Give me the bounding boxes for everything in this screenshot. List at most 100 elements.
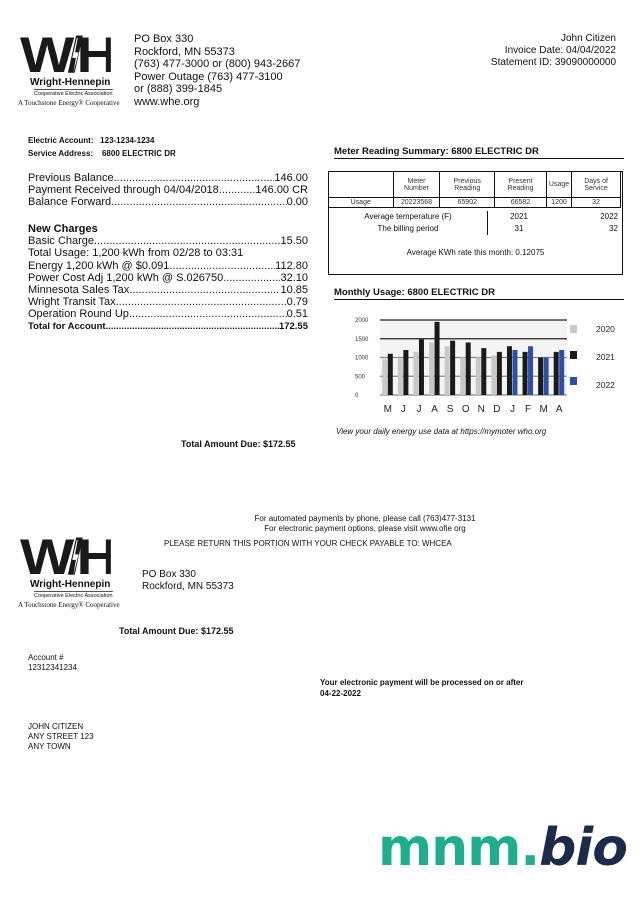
ledger-row: Energy 1,200 kWh @ $0.091112.80 [28,260,308,272]
lightning-bolt-icon [72,37,79,75]
remit-address: PO Box 330 Rockford, MN 55373 [142,569,234,592]
x-tick-label: O [462,404,470,415]
cell: 66582 [494,197,547,208]
y-tick-label: 500 [355,374,366,380]
new-charges: New Charges Basic Charge15.50 Total Usag… [28,223,308,333]
x-tick-label: N [478,404,485,415]
bar-2022 [528,346,534,395]
legend-swatch [570,325,577,333]
ledger-row: Power Cost Adj 1,200 kWh @ S.02675032.10 [28,272,308,284]
logo-mark: W/H [20,34,112,76]
x-tick-label: M [539,404,547,415]
web-payment-line: For electronic payment options, please v… [264,524,466,533]
bar-2021 [434,321,440,395]
logo-tagline: A Touchstone Energy® Cooperative [18,601,120,609]
account-label: Electric Account: [28,136,94,145]
ledger-row: Previous Balance146.00 [28,172,308,184]
ledger-row: Basic Charge15.50 [28,235,308,247]
bar-2020 [475,357,481,395]
ledger-row: Total Usage: 1,200 kWh from 02/28 to 03:… [28,247,244,260]
ledger-row: Wright Transit Tax0.79 [28,296,308,308]
header-blank [328,171,394,198]
legend-label: 2020 [596,324,615,334]
meter-summary-box: Meter Number Previous Reading Present Re… [328,171,623,275]
bar-2021 [553,351,559,395]
bar-2021 [465,342,471,395]
return-instructions: PLEASE RETURN THIS PORTION WITH YOUR CHE… [164,539,452,548]
remit-account: Account #12312341234 [28,653,77,673]
bar-2021 [450,340,456,395]
total-amount-due: Total Amount Due: $172.55 [181,439,296,449]
temperature-labels: Average temperature (F) The billing perio… [329,211,488,235]
bar-2021 [481,348,487,395]
company-logo-remit: W/H Wright-Hennepin Cooperative Electric… [18,536,138,612]
customer-info: John Citizen Invoice Date: 04/04/2022 St… [491,33,616,69]
header-meter-number: Meter Number [392,171,441,198]
bar-2021 [496,351,502,395]
x-tick-label: J [416,404,421,415]
payment-info: For automated payments by phone, please … [0,514,642,534]
address-line: Rockford, MN 55373 [134,45,235,58]
service-value: 6800 ELECTRIC DR [101,149,176,158]
mailing-address: JOHN CITIZEN ANY STREET 123 ANY TOWN [28,722,94,751]
bar-2021 [506,346,512,395]
usage-row: Usage 20223568 65902 66582 1200 32 [328,197,621,208]
outage-line: Power Outage (763) 477-3100 [134,70,283,83]
invoice-date: Invoice Date: 04/04/2022 [504,45,616,56]
account-info: Electric Account: 123-1234-1234 Service … [28,134,176,160]
ledger-row: Operation Round Up0.51 [28,308,308,320]
remit-total-due: Total Amount Due: $172.55 [119,626,234,636]
x-tick-label: F [525,404,531,415]
average-rate: Average KWh rate this month: 0.12075 [406,248,545,257]
watermark: mnm.bio [378,818,628,878]
logo-name: Wright-Hennepin [30,579,111,590]
account-label: Account # [28,653,64,662]
company-logo: W/H Wright-Hennepin Cooperative Electric… [18,34,138,110]
phone-line: (763) 477-3000 or (800) 943-2667 [134,58,301,71]
ledger-row: Minnesota Sales Tax10.85 [28,284,308,296]
epay-text: Your electronic payment will be processe… [320,678,524,687]
x-tick-label: A [431,404,438,415]
watermark-part1: mnm. [378,818,540,878]
x-tick-label: S [447,404,454,415]
header-previous: Previous Reading [439,171,496,198]
values-2021: 2021 31 [510,212,528,233]
lightning-bolt-icon [72,539,79,577]
x-tick-label: D [493,404,500,415]
bar-2020 [429,342,435,395]
logo-subtitle: Cooperative Electric Association [34,89,113,97]
epay-date: 04-22-2022 [320,689,361,698]
company-address: PO Box 330 Rockford, MN 55373 (763) 477-… [134,33,300,109]
bar-2021 [538,357,544,395]
logo-mark: W/H [20,536,112,578]
x-tick-label: J [401,404,406,415]
bar-2020 [444,346,450,395]
outage-line-2: or (888) 399-1845 [134,83,223,96]
legend-label: 2021 [596,352,615,362]
bar-2021 [522,351,528,395]
header-usage: Usage [545,171,573,198]
account-number: 12312341234 [28,663,77,672]
header-present: Present Reading [494,171,547,198]
mymeter-link-text: View your daily energy use data at https… [336,427,547,436]
x-tick-label: A [556,404,563,415]
bar-2020 [491,355,497,395]
account-value: 123-1234-1234 [100,136,155,145]
bar-2021 [387,353,393,395]
logo-subtitle: Cooperative Electric Association [34,591,113,599]
watermark-part2: bio [539,818,628,878]
chart-title: Monthly Usage: 6800 ELECTRIC DR [334,287,624,300]
cell: 65902 [439,197,496,208]
bar-2021 [403,350,409,395]
ledger-row: Balance Forward0.00 [28,196,308,208]
x-tick-label: M [384,404,392,415]
x-tick-label: J [510,404,515,415]
address-line: PO Box 330 [134,33,194,45]
phone-payment-line: For automated payments by phone, please … [254,514,476,523]
header-days: Days of Service [571,171,621,198]
bar-2020 [413,351,419,395]
bar-2022 [543,357,549,395]
website-link[interactable]: www.whe.org [134,95,200,108]
service-label: Service Address: [28,149,94,158]
